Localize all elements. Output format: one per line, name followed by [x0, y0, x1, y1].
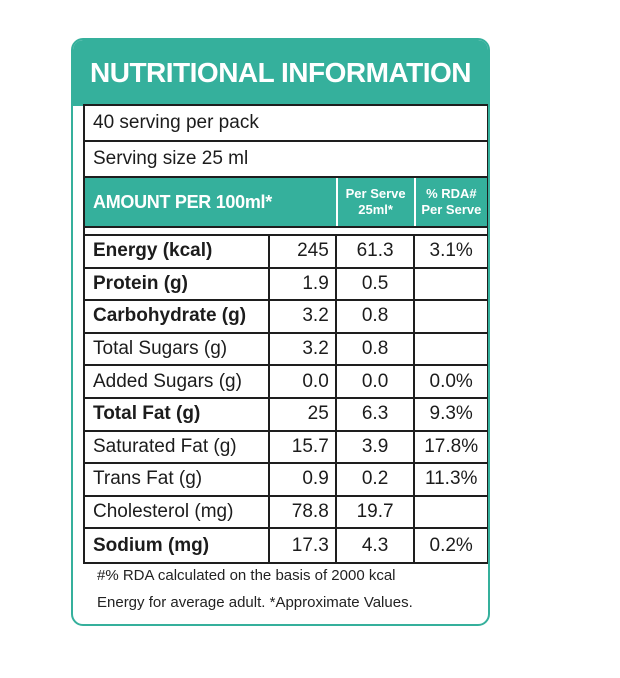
value-rda	[415, 269, 487, 300]
nutrition-table: 40 serving per pack Serving size 25 ml A…	[83, 104, 488, 564]
value-per-100ml: 25	[270, 398, 337, 430]
serving-size: Serving size 25 ml	[85, 142, 487, 178]
nutrient-name: Trans Fat (g)	[85, 464, 271, 495]
nutrient-name: Total Sugars (g)	[85, 333, 271, 365]
header-per-serve-line1: Per Serve	[345, 186, 406, 201]
value-rda: 17.8%	[424, 435, 479, 457]
table-row: Saturated Fat (g) 15.7 3.9 17.8%	[85, 431, 487, 465]
panel-title: NUTRITIONAL INFORMATION	[73, 40, 488, 106]
nutrient-name: Carbohydrate (g)	[85, 301, 271, 332]
value-per-serve: 0.2	[337, 464, 416, 495]
value-rda	[415, 497, 487, 528]
value-rda: 11.3%	[424, 468, 478, 490]
nutrition-panel: NUTRITIONAL INFORMATION 40 serving per p…	[71, 38, 490, 626]
value-per-serve: 6.3	[337, 398, 416, 430]
servings-per-pack: 40 serving per pack	[85, 106, 487, 142]
footnote: #% RDA calculated on the basis of 2000 k…	[97, 562, 477, 616]
value-per-serve: 0.8	[337, 333, 416, 365]
nutrient-name: Cholesterol (mg)	[85, 496, 271, 528]
value-per-serve: 0.5	[337, 268, 416, 300]
table-row: Added Sugars (g) 0.0 0.0 0.0%	[85, 366, 487, 399]
footnote-line1: #% RDA calculated on the basis of 2000 k…	[97, 567, 396, 584]
nutrient-name: Added Sugars (g)	[85, 366, 271, 397]
value-per-serve: 19.7	[337, 496, 416, 528]
value-per-serve: 4.3	[337, 529, 416, 562]
value-per-100ml: 245	[270, 236, 337, 267]
value-per-100ml: 78.8	[270, 496, 337, 528]
nutrient-name: Energy (kcal)	[85, 236, 271, 267]
value-per-100ml: 15.7	[270, 431, 337, 463]
value-per-100ml: 0.0	[270, 366, 337, 397]
footnote-line2: Energy for average adult. *Approximate V…	[97, 594, 413, 611]
header-rda-line1: % RDA#	[426, 186, 477, 201]
header-rda: % RDA# Per Serve	[413, 178, 487, 226]
nutrient-name: Protein (g)	[85, 268, 271, 300]
table-row: Total Sugars (g) 3.2 0.8	[85, 333, 487, 367]
table-row: Protein (g) 1.9 0.5	[85, 268, 487, 302]
table-row: Cholesterol (mg) 78.8 19.7	[85, 496, 487, 530]
nutrient-name: Sodium (mg)	[85, 529, 271, 562]
header-per-serve-line2: 25ml*	[358, 202, 393, 217]
table-row: Sodium (mg) 17.3 4.3 0.2%	[85, 529, 487, 562]
table-header: AMOUNT PER 100ml* Per Serve 25ml* % RDA#…	[85, 178, 487, 228]
value-per-100ml: 0.9	[270, 464, 337, 495]
nutrient-name: Total Fat (g)	[85, 398, 271, 430]
value-rda	[415, 301, 487, 332]
table-row: Carbohydrate (g) 3.2 0.8	[85, 301, 487, 334]
value-per-serve: 0.8	[337, 301, 416, 332]
value-rda: 0.0%	[429, 370, 473, 392]
value-per-100ml: 3.2	[270, 301, 337, 332]
value-per-100ml: 17.3	[270, 529, 337, 562]
header-amount: AMOUNT PER 100ml*	[93, 191, 272, 212]
value-per-serve: 0.0	[337, 366, 416, 397]
table-row: Total Fat (g) 25 6.3 9.3%	[85, 398, 487, 432]
header-per-serve: Per Serve 25ml*	[335, 178, 414, 226]
value-per-serve: 3.9	[337, 431, 416, 463]
value-per-100ml: 3.2	[270, 333, 337, 365]
nutrient-name: Saturated Fat (g)	[85, 431, 271, 463]
value-per-100ml: 1.9	[270, 268, 337, 300]
value-rda	[415, 334, 487, 365]
nutrient-rows: Energy (kcal) 245 61.3 3.1% Protein (g) 1.9 0.…	[85, 234, 487, 562]
value-per-serve: 61.3	[337, 236, 416, 267]
table-row: Energy (kcal) 245 61.3 3.1%	[85, 236, 487, 269]
table-row: Trans Fat (g) 0.9 0.2 11.3%	[85, 464, 487, 497]
header-rda-line2: Per Serve	[421, 202, 482, 217]
value-rda: 9.3%	[429, 403, 473, 425]
value-rda: 3.1%	[429, 240, 473, 262]
value-rda: 0.2%	[429, 534, 473, 556]
